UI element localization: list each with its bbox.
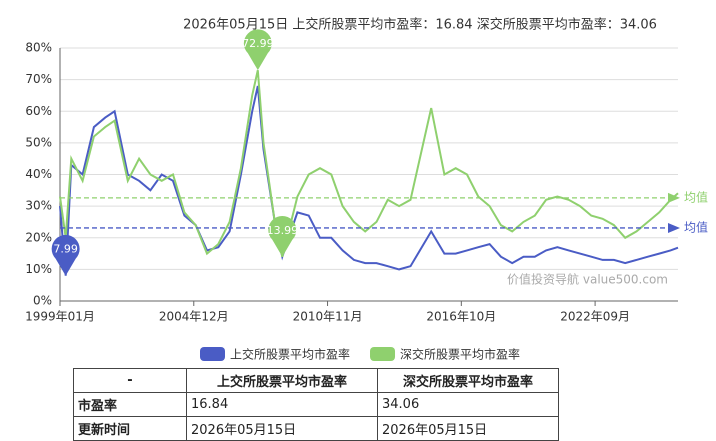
cell: 34.06 <box>377 392 559 417</box>
x-tick-label: 2016年10月 <box>426 310 496 324</box>
x-tick-label: 2010年11月 <box>293 310 363 324</box>
average-label: 均值 <box>684 189 708 204</box>
series-line <box>59 85 679 276</box>
chart-title: 2026年05月15日 上交所股票平均市盈率：16.84 深交所股票平均市盈率：… <box>183 17 657 33</box>
header-cell: 上交所股票平均市盈率 <box>186 368 378 393</box>
row-label: 更新时间 <box>73 416 187 441</box>
y-tick-label: 20% <box>25 230 52 244</box>
cell: 2026年05月15日 <box>377 416 559 441</box>
legend-swatch <box>370 347 396 361</box>
header-cell: - <box>73 368 187 393</box>
legend-swatch <box>200 347 225 361</box>
table-row: 更新时间 2026年05月15日 2026年05月15日 <box>73 416 559 441</box>
pin <box>51 234 80 276</box>
x-tick-label: 2022年09月 <box>560 310 630 324</box>
y-tick-label: 30% <box>25 199 52 213</box>
y-tick-label: 40% <box>25 167 52 181</box>
table-header: - 上交所股票平均市盈率 深交所股票平均市盈率 <box>73 368 559 393</box>
pin <box>243 29 272 71</box>
pin <box>268 215 297 257</box>
y-tick-label: 70% <box>25 72 52 86</box>
chart: 2026年05月15日 上交所股票平均市盈率：16.84 深交所股票平均市盈率：… <box>25 17 708 362</box>
pin-label: 13.99 <box>267 224 299 237</box>
x-tick-label: 1999年01月 <box>25 310 95 324</box>
y-tick-label: 10% <box>25 262 52 276</box>
header-cell: 深交所股票平均市盈率 <box>377 368 559 393</box>
average-label: 均值 <box>684 219 708 234</box>
cell: 2026年05月15日 <box>186 416 378 441</box>
y-tick-label: 80% <box>25 41 52 55</box>
y-tick-label: 0% <box>33 294 52 308</box>
average-arrow <box>668 222 680 233</box>
pin-label: 72.99 <box>242 37 274 50</box>
cell: 16.84 <box>186 392 378 417</box>
summary-table: - 上交所股票平均市盈率 深交所股票平均市盈率 市盈率 16.84 34.06 … <box>73 368 559 441</box>
average-arrow <box>668 192 680 203</box>
row-label: 市盈率 <box>73 392 187 417</box>
series-line <box>59 69 679 258</box>
x-tick-label: 2004年12月 <box>159 310 229 324</box>
legend-label: 深交所股票平均市盈率 <box>400 347 520 362</box>
watermark: 价值投资导航 value500.com <box>507 272 668 287</box>
y-tick-label: 50% <box>25 135 52 149</box>
pin-label: 7.99 <box>53 243 78 256</box>
y-tick-label: 60% <box>25 104 52 118</box>
table-row: 市盈率 16.84 34.06 <box>73 392 559 417</box>
legend-label: 上交所股票平均市盈率 <box>230 347 350 362</box>
